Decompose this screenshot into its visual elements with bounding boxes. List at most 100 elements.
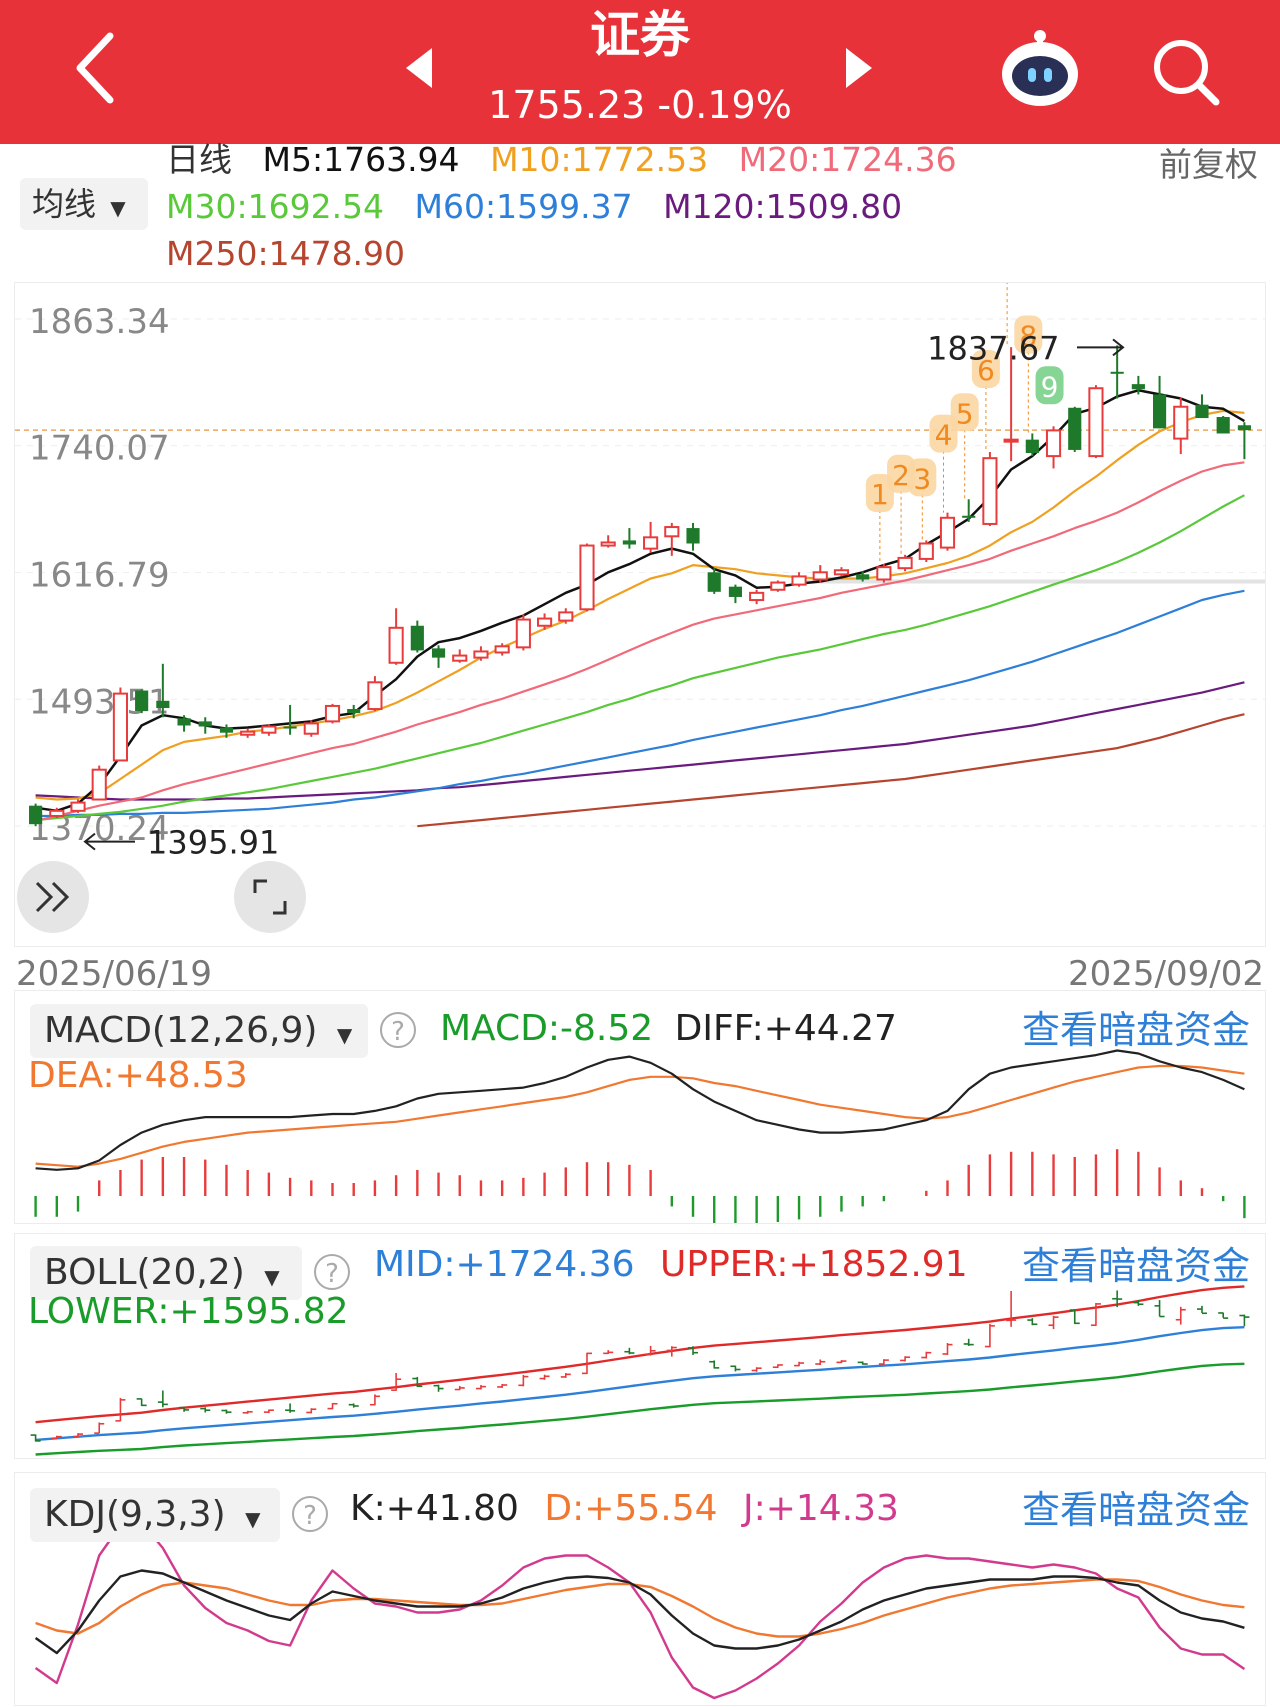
adjust-mode-label[interactable]: 前复权 (1159, 145, 1258, 184)
kdj-values: K:+41.80 D:+55.54 J:+14.33 (350, 1486, 899, 1532)
dea-line (35, 1064, 1245, 1168)
ma-line-m5 (35, 389, 1246, 813)
kdj-k-value: K:+41.80 (350, 1488, 519, 1529)
candle-body-up (261, 725, 277, 734)
candle-body-down (1068, 407, 1082, 450)
kdj-k-line (34, 1569, 1245, 1655)
prev-arrow-icon[interactable] (402, 46, 436, 90)
header-bar: 证券 1755.23 -0.19% (0, 0, 1280, 144)
y-axis-label: 1740.07 (29, 429, 170, 469)
candle-body-down (410, 625, 424, 651)
index-change: -0.19% (657, 83, 792, 127)
ma20-value: M20:1724.36 (738, 140, 957, 179)
ma-line-m120 (35, 681, 1245, 801)
macd-values: MACD:-8.52 DIFF:+44.27 (440, 1006, 897, 1052)
kdj-chart (34, 1521, 1246, 1700)
ma-selector-dropdown[interactable]: 均线 ▼ (20, 178, 148, 230)
fullscreen-icon (234, 861, 306, 933)
candle-body-down (156, 700, 170, 709)
boll-values: MID:+1724.36 UPPER:+1852.91 (374, 1242, 968, 1288)
view-dark-pool-link[interactable]: 查看暗盘资金 (1021, 1488, 1250, 1532)
help-icon[interactable]: ? (380, 1012, 416, 1048)
candle-body-down (1195, 404, 1209, 419)
period-label: 日线 (166, 140, 232, 179)
kdj-panel[interactable] (14, 1472, 1266, 1706)
candle-body-up (749, 591, 765, 602)
candle-body-down (431, 648, 446, 658)
index-quote: 1755.23 -0.19% (0, 80, 1280, 130)
candle-body-down (707, 572, 721, 592)
signal-badge (887, 454, 916, 493)
kdj-j-value: J:+14.33 (742, 1488, 899, 1529)
start-date: 2025/06/19 (16, 954, 212, 994)
macd-selector-label: MACD(12,26,9) (44, 1010, 318, 1051)
ma5-value: M5:1763.94 (262, 140, 460, 179)
back-icon[interactable] (70, 30, 120, 106)
signal-badge (1035, 366, 1064, 405)
candle-body-up (388, 626, 404, 664)
candle-body-down (198, 721, 212, 727)
candle-body-down (962, 515, 976, 518)
double-chevron-right-icon (35, 881, 70, 913)
high-arrow-icon (1077, 338, 1125, 357)
candlestick-chart-panel[interactable]: 1863.34 1740.07 1616.79 1493.51 1370.24 1 2 3 4 5… (14, 282, 1266, 947)
help-icon[interactable]: ? (292, 1496, 328, 1532)
candle-body-up (494, 645, 510, 654)
candle-body-up (367, 681, 383, 711)
dea-value: DEA:+48.53 (28, 1055, 248, 1096)
candle-body-up (1003, 438, 1019, 443)
candle-body-down (283, 726, 297, 729)
candle-body-up (1088, 387, 1104, 458)
kdj-d-line (35, 1578, 1245, 1638)
candle-body-up (876, 566, 892, 581)
macd-panel[interactable] (14, 990, 1266, 1224)
boll-panel[interactable] (14, 1233, 1266, 1459)
kdj-selector-dropdown[interactable]: KDJ(9,3,3) ▼ (30, 1488, 280, 1542)
candle-body-up (833, 569, 850, 576)
candle-body-up (643, 536, 659, 550)
y-axis-label: 1863.34 (29, 302, 170, 342)
low-price-label: 1395.91 (147, 824, 279, 862)
view-dark-pool-link[interactable]: 查看暗盘资金 (1021, 1008, 1250, 1052)
candle-body-down (347, 709, 361, 714)
robot-assistant-icon[interactable] (998, 28, 1082, 108)
ma120-value: M120:1509.80 (663, 187, 903, 226)
y-axis-label: 1616.79 (29, 556, 170, 596)
signal-number: 8 (1019, 319, 1037, 352)
boll-selector-dropdown[interactable]: BOLL(20,2) ▼ (30, 1246, 302, 1300)
view-dark-pool-link[interactable]: 查看暗盘资金 (1021, 1244, 1250, 1288)
ma-values-row-3: M250:1478.90 (166, 232, 425, 276)
candle-body-down (29, 805, 43, 825)
diff-line (35, 1049, 1245, 1171)
signal-number: 1 (871, 478, 889, 511)
y-axis-label: 1493.51 (29, 682, 170, 722)
candle-body-down (1216, 417, 1230, 434)
signal-badge (950, 393, 979, 432)
next-arrow-icon[interactable] (842, 46, 876, 90)
candle-body-up (918, 542, 934, 560)
ma-line-m20 (35, 461, 1245, 823)
signal-number: 5 (956, 397, 974, 430)
candle-body-up (536, 617, 553, 627)
macd-selector-dropdown[interactable]: MACD(12,26,9) ▼ (30, 1004, 368, 1058)
signal-number: 3 (913, 462, 931, 495)
ma-line-m60 (35, 589, 1245, 818)
candle-body-up (939, 516, 956, 549)
candle-body-up (812, 571, 828, 581)
index-price: 1755.23 (488, 83, 646, 127)
candle-body-up (770, 581, 786, 591)
candle-body-up (897, 556, 913, 570)
candle-body-down (622, 540, 636, 545)
chevron-down-icon: ▼ (110, 196, 126, 220)
help-icon[interactable]: ? (314, 1254, 350, 1290)
ma-values-row-1: 日线 M5:1763.94 M10:1772.53 M20:1724.36 (166, 138, 977, 182)
ma-line-m250 (417, 713, 1245, 828)
fullscreen-icon (253, 879, 287, 915)
signal-number: 6 (977, 354, 995, 387)
search-icon[interactable] (1150, 36, 1222, 108)
ma-values-row-2: M30:1692.54 M60:1599.37 M120:1509.80 (166, 185, 922, 229)
candle-body-up (579, 544, 595, 611)
candle-body-up (303, 722, 319, 735)
boll-lower-line (35, 1362, 1245, 1456)
